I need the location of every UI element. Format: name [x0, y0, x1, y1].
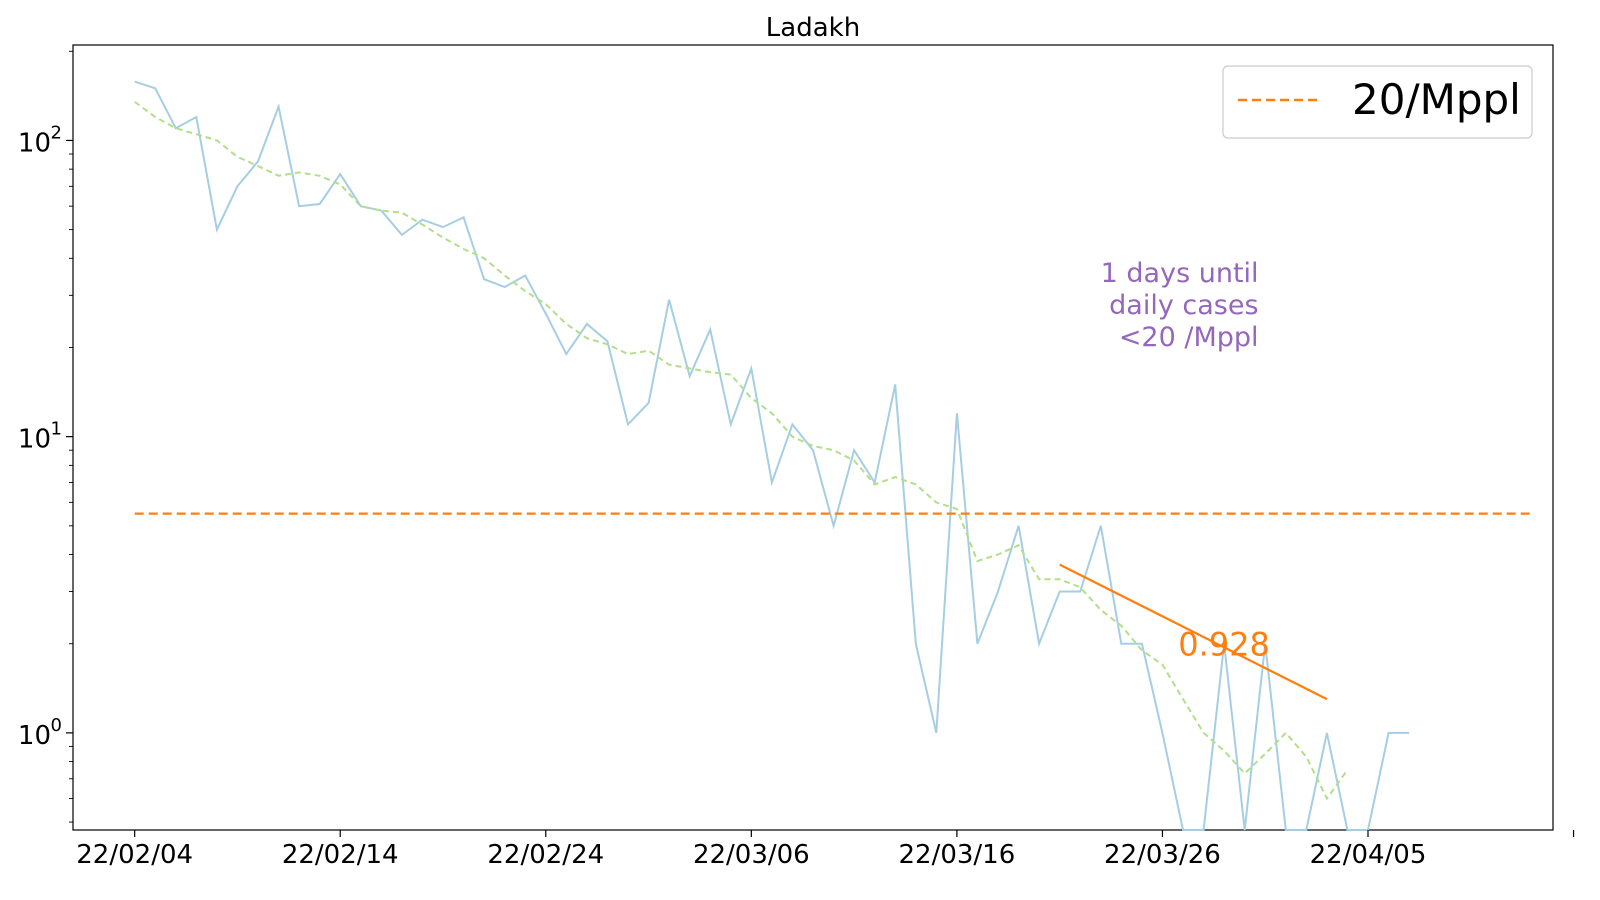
slope-annotation: 0.928	[1178, 626, 1270, 664]
x-tick-label: 22/02/04	[76, 840, 193, 870]
series-line-3	[1059, 563, 1328, 701]
x-tick-label: 22/04/05	[1310, 840, 1427, 870]
x-tick-label: 22/03/16	[898, 840, 1015, 870]
x-axis: 22/02/04 22/02/14 22/02/24 22/03/06 22/03/16…	[76, 830, 1575, 870]
legend-label: 20/Mppl	[1352, 75, 1521, 124]
series-line-0	[134, 80, 1410, 831]
series-line-1	[134, 100, 1349, 801]
legend-box	[1222, 65, 1533, 139]
x-tick-label: 22/03/06	[693, 840, 810, 870]
x-tick-label: 22/02/24	[487, 840, 604, 870]
y-tick-label: 10	[18, 128, 51, 158]
chart-title: Ladakh	[766, 13, 860, 43]
y-tick-label: 10	[18, 721, 51, 751]
y-tick-exponent: 0	[51, 715, 62, 736]
days-until-annotation-line: 1 days until	[1101, 258, 1259, 289]
days-until-annotation-line: daily cases	[1109, 290, 1258, 321]
x-tick-label: 22/02/14	[282, 840, 399, 870]
y-tick-exponent: 2	[51, 122, 62, 143]
plot-frame	[72, 44, 1554, 831]
y-tick-exponent: 1	[51, 419, 62, 440]
y-tick-label: 10	[18, 425, 51, 455]
days-until-annotation-line: <20 /Mppl	[1119, 322, 1259, 353]
x-tick-label: 22/03/26	[1104, 840, 1221, 870]
legend: 20/Mppl	[1222, 65, 1533, 139]
series-layer	[134, 80, 1533, 831]
